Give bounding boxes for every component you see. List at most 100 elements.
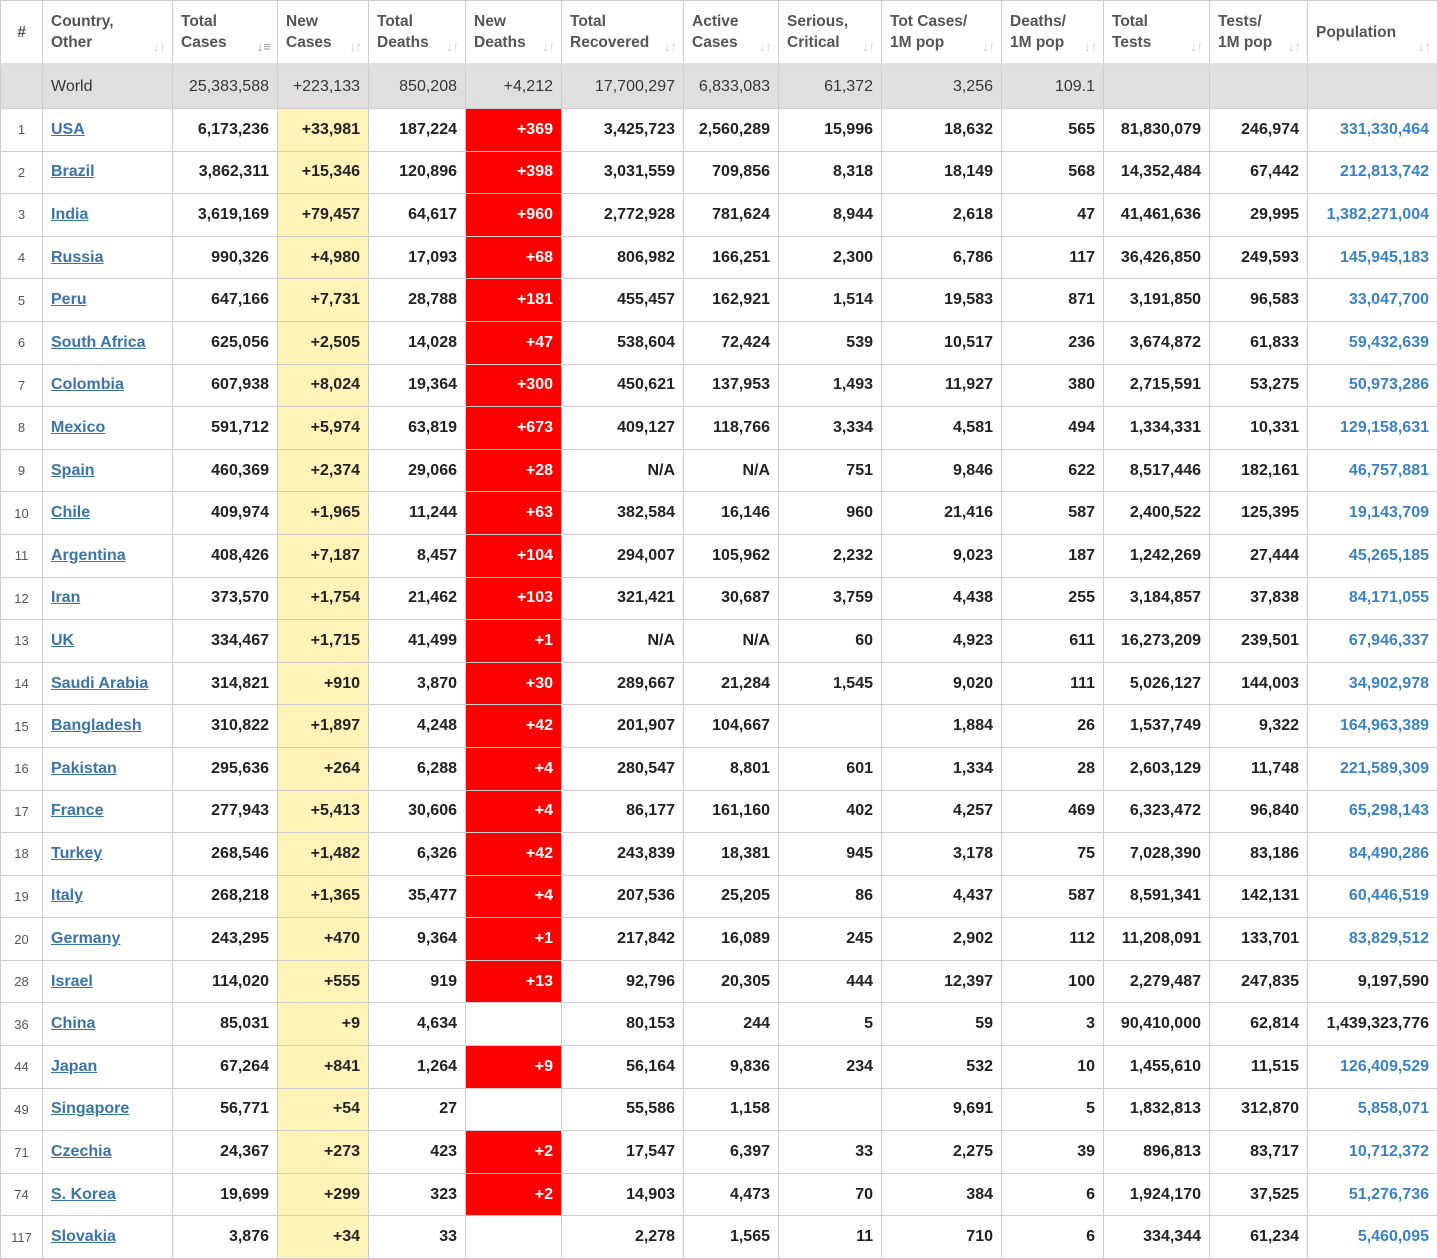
country-link[interactable]: Singapore — [51, 1100, 130, 1118]
cell-total-tests: 36,426,850 — [1103, 235, 1210, 280]
sort-icon[interactable]: ↓↑ — [1084, 39, 1097, 54]
sort-icon[interactable]: ↓↑ — [759, 39, 772, 54]
country-link[interactable]: Germany — [51, 930, 121, 948]
country-link[interactable]: Pakistan — [51, 759, 117, 777]
population-link[interactable]: 129,158,631 — [1340, 418, 1429, 436]
cell-total-tests: 1,924,170 — [1103, 1172, 1210, 1217]
sort-icon[interactable]: ↓↑ — [153, 39, 166, 54]
population-link[interactable]: 212,813,742 — [1340, 163, 1429, 181]
country-link[interactable]: France — [51, 802, 104, 820]
sort-icon[interactable]: ↓↑ — [982, 39, 995, 54]
column-header-new-cases[interactable]: New Cases ↓↑ — [277, 0, 369, 66]
column-header-deaths-per-1m[interactable]: Deaths/1M pop ↓↑ — [1001, 0, 1104, 66]
population-link[interactable]: 1,382,271,004 — [1326, 205, 1429, 223]
country-link[interactable]: S. Korea — [51, 1185, 116, 1203]
country-link[interactable]: USA — [51, 120, 85, 138]
population-link[interactable]: 34,902,978 — [1348, 674, 1429, 692]
column-header-country[interactable]: Country, Other ↓↑ — [42, 0, 173, 66]
country-link[interactable]: Italy — [51, 887, 84, 905]
sort-icon[interactable]: ↓↑ — [1288, 39, 1301, 54]
column-header-new-deaths[interactable]: New Deaths ↓↑ — [465, 0, 562, 66]
population-link[interactable]: 65,298,143 — [1348, 802, 1429, 820]
country-link[interactable]: Iran — [51, 589, 81, 607]
country-link[interactable]: Turkey — [51, 844, 103, 862]
country-link[interactable]: UK — [51, 631, 75, 649]
population-link[interactable]: 45,265,185 — [1348, 546, 1429, 564]
country-link[interactable]: Chile — [51, 504, 91, 522]
country-link[interactable]: South Africa — [51, 333, 146, 351]
population-link[interactable]: 164,963,389 — [1340, 717, 1429, 735]
cell-total-cases: 409,974 — [172, 491, 278, 535]
country-link[interactable]: Bangladesh — [51, 717, 142, 735]
population-link[interactable]: 5,858,071 — [1357, 1100, 1429, 1118]
cell-rank: 6 — [0, 320, 43, 365]
country-link[interactable]: Japan — [51, 1057, 98, 1075]
cell-total-tests: 2,603,129 — [1103, 746, 1210, 791]
column-header-total-tests[interactable]: Total Tests ↓↑ — [1103, 0, 1210, 66]
table-row: 6 South Africa 625,056 +2,505 14,028 +47 538,6… — [0, 320, 1437, 365]
country-link[interactable]: Brazil — [51, 163, 95, 181]
population-link[interactable]: 84,490,286 — [1348, 844, 1429, 862]
cell-deaths-per-1m: 5 — [1001, 1087, 1104, 1132]
population-link[interactable]: 10,712,372 — [1348, 1143, 1429, 1161]
population-link[interactable]: 126,409,529 — [1340, 1057, 1429, 1075]
cell-total-deaths: 64,617 — [368, 193, 466, 237]
cell-active-cases: 137,953 — [683, 363, 779, 408]
sort-icon[interactable]: ↓↑ — [542, 39, 555, 54]
sort-icon[interactable]: ↓↑ — [446, 39, 459, 54]
population-link[interactable]: 221,589,309 — [1340, 759, 1429, 777]
cell-serious-critical: 601 — [778, 746, 882, 791]
sort-desc-icon[interactable]: ↓≡ — [256, 39, 271, 54]
population-link[interactable]: 19,143,709 — [1348, 504, 1429, 522]
country-link[interactable]: Colombia — [51, 376, 124, 394]
cell-rank: 18 — [0, 832, 43, 876]
country-link[interactable]: Spain — [51, 461, 95, 479]
country-link[interactable]: Slovakia — [51, 1228, 116, 1246]
country-link[interactable]: China — [51, 1015, 96, 1033]
population-link[interactable]: 59,432,639 — [1348, 333, 1429, 351]
country-link[interactable]: Peru — [51, 291, 87, 309]
cell-new-cases: +1,482 — [277, 832, 369, 876]
country-link[interactable]: Saudi Arabia — [51, 674, 149, 692]
column-header-rank[interactable]: # — [0, 0, 43, 66]
column-header-population[interactable]: Population ↓↑ — [1307, 0, 1437, 66]
cell-population: 1,382,271,004 — [1307, 193, 1437, 237]
population-link[interactable]: 331,330,464 — [1340, 120, 1429, 138]
column-header-total-recovered[interactable]: Total Recovered ↓↑ — [561, 0, 684, 66]
cell-total-recovered: 243,839 — [561, 832, 684, 876]
population-link[interactable]: 46,757,881 — [1348, 461, 1429, 479]
column-header-tests-per-1m[interactable]: Tests/1M pop ↓↑ — [1209, 0, 1308, 66]
population-link[interactable]: 50,973,286 — [1348, 376, 1429, 394]
cell-new-cases: +2,505 — [277, 320, 369, 365]
cell-total-deaths: 8,457 — [368, 533, 466, 578]
country-link[interactable]: Russia — [51, 248, 104, 266]
cell-deaths-per-1m: 75 — [1001, 832, 1104, 876]
population-link[interactable]: 83,829,512 — [1348, 930, 1429, 948]
cell-cases-per-1m: 4,438 — [881, 576, 1002, 621]
country-link[interactable]: Israel — [51, 972, 93, 990]
column-header-total-deaths[interactable]: Total Deaths ↓↑ — [368, 0, 466, 66]
sort-icon[interactable]: ↓↑ — [1190, 39, 1203, 54]
sort-icon[interactable]: ↓↑ — [664, 39, 677, 54]
cell-rank: 71 — [0, 1130, 43, 1174]
column-header-cases-per-1m[interactable]: Tot Cases/1M pop ↓↑ — [881, 0, 1002, 66]
country-link[interactable]: Czechia — [51, 1143, 112, 1161]
population-link[interactable]: 5,460,095 — [1357, 1228, 1429, 1246]
sort-icon[interactable]: ↓↑ — [349, 39, 362, 54]
population-link[interactable]: 67,946,337 — [1348, 631, 1429, 649]
population-link[interactable]: 33,047,700 — [1348, 291, 1429, 309]
cell-tests-per-1m: 239,501 — [1209, 619, 1308, 663]
column-header-serious-critical[interactable]: Serious, Critical ↓↑ — [778, 0, 882, 66]
population-link[interactable]: 145,945,183 — [1340, 248, 1429, 266]
country-link[interactable]: India — [51, 205, 89, 223]
population-link[interactable]: 84,171,055 — [1348, 589, 1429, 607]
sort-icon[interactable]: ↓↑ — [862, 39, 875, 54]
cell-country: Saudi Arabia — [42, 661, 173, 706]
population-link[interactable]: 51,276,736 — [1348, 1185, 1429, 1203]
country-link[interactable]: Argentina — [51, 546, 126, 564]
sort-icon[interactable]: ↓↑ — [1418, 39, 1431, 54]
country-link[interactable]: Mexico — [51, 418, 106, 436]
column-header-total-cases[interactable]: Total Cases ↓≡ — [172, 0, 278, 66]
column-header-active-cases[interactable]: Active Cases ↓↑ — [683, 0, 779, 66]
population-link[interactable]: 60,446,519 — [1348, 887, 1429, 905]
